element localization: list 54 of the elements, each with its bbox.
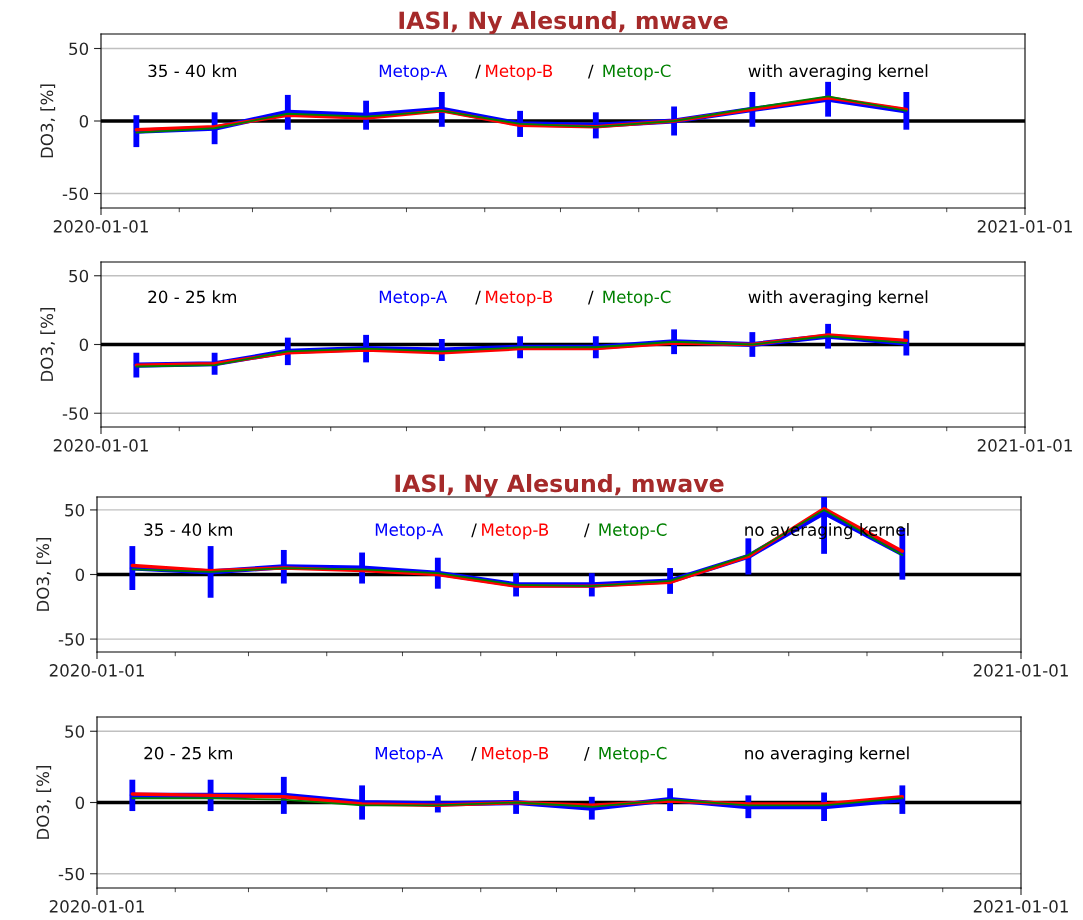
- annotation: 20 - 25 km: [148, 290, 236, 304]
- y-tick-label: 0: [79, 114, 89, 128]
- y-tick-label: 50: [65, 503, 85, 517]
- y-tick-label: -50: [58, 867, 85, 881]
- y-axis-title: DO3, [%]: [40, 307, 56, 381]
- annotation: /: [471, 523, 477, 538]
- text: Metop-A: [375, 747, 444, 763]
- line-series: [131, 797, 904, 808]
- text: Metop-C: [603, 290, 671, 307]
- y-tick-label: 0: [75, 568, 85, 582]
- text: Metop-C: [603, 64, 671, 81]
- text: Metop-C: [599, 523, 667, 540]
- y-tick-label: 50: [65, 725, 85, 738]
- x-tick-label: 2020-01-01: [53, 220, 148, 233]
- annotation: /: [471, 747, 477, 761]
- y-tick-label: -50: [62, 407, 89, 420]
- annotation: /: [587, 64, 594, 79]
- annotation: 35 - 40 km: [148, 64, 236, 78]
- y-tick-label: 50: [69, 269, 89, 283]
- y-tick-label: 50: [69, 42, 89, 56]
- y-axis-title: DO3, [%]: [36, 537, 52, 611]
- annotation: no averaging kernel: [745, 746, 909, 763]
- annotation: /: [583, 747, 590, 761]
- y-tick-label: -50: [62, 187, 89, 201]
- y-axis-title: DO3, [%]: [36, 765, 52, 839]
- annotation: /: [475, 64, 481, 79]
- annotation: 20 - 25 km: [144, 746, 232, 760]
- chart-title: IASI, Ny Alesund, mwave: [395, 473, 724, 497]
- y-axis-title: DO3, [%]: [40, 84, 56, 158]
- text: Metop-B: [482, 523, 549, 540]
- x-tick-label: 2020-01-01: [49, 900, 144, 913]
- x-tick-label: 2021-01-01: [977, 220, 1072, 233]
- x-tick-label: 2020-01-01: [49, 664, 144, 677]
- text: Metop-A: [379, 290, 448, 307]
- x-tick-label: 2020-01-01: [53, 439, 148, 452]
- y-tick-label: 0: [79, 338, 89, 352]
- text: Metop-B: [486, 290, 553, 307]
- annotation: with averaging kernel: [748, 290, 928, 307]
- annotation: /: [475, 290, 481, 305]
- y-tick-label: 0: [75, 796, 85, 810]
- annotation: /: [587, 290, 594, 305]
- text: Metop-B: [486, 64, 553, 81]
- series-label: Metop-A: [375, 523, 444, 540]
- annotation: 35 - 40 km: [144, 523, 232, 536]
- annotation: /: [583, 523, 590, 538]
- annotation: with averaging kernel: [748, 64, 928, 81]
- x-tick-label: 2021-01-01: [977, 439, 1072, 452]
- text: Metop-C: [599, 746, 667, 763]
- x-tick-label: 2021-01-01: [973, 664, 1068, 677]
- series-label: Metop-A: [379, 64, 448, 81]
- x-tick-label: 2021-01-01: [973, 900, 1068, 913]
- chart-title: IASI, Ny Alesund, mwave: [399, 10, 728, 34]
- y-tick-label: -50: [58, 633, 85, 646]
- text: Metop-B: [482, 747, 549, 763]
